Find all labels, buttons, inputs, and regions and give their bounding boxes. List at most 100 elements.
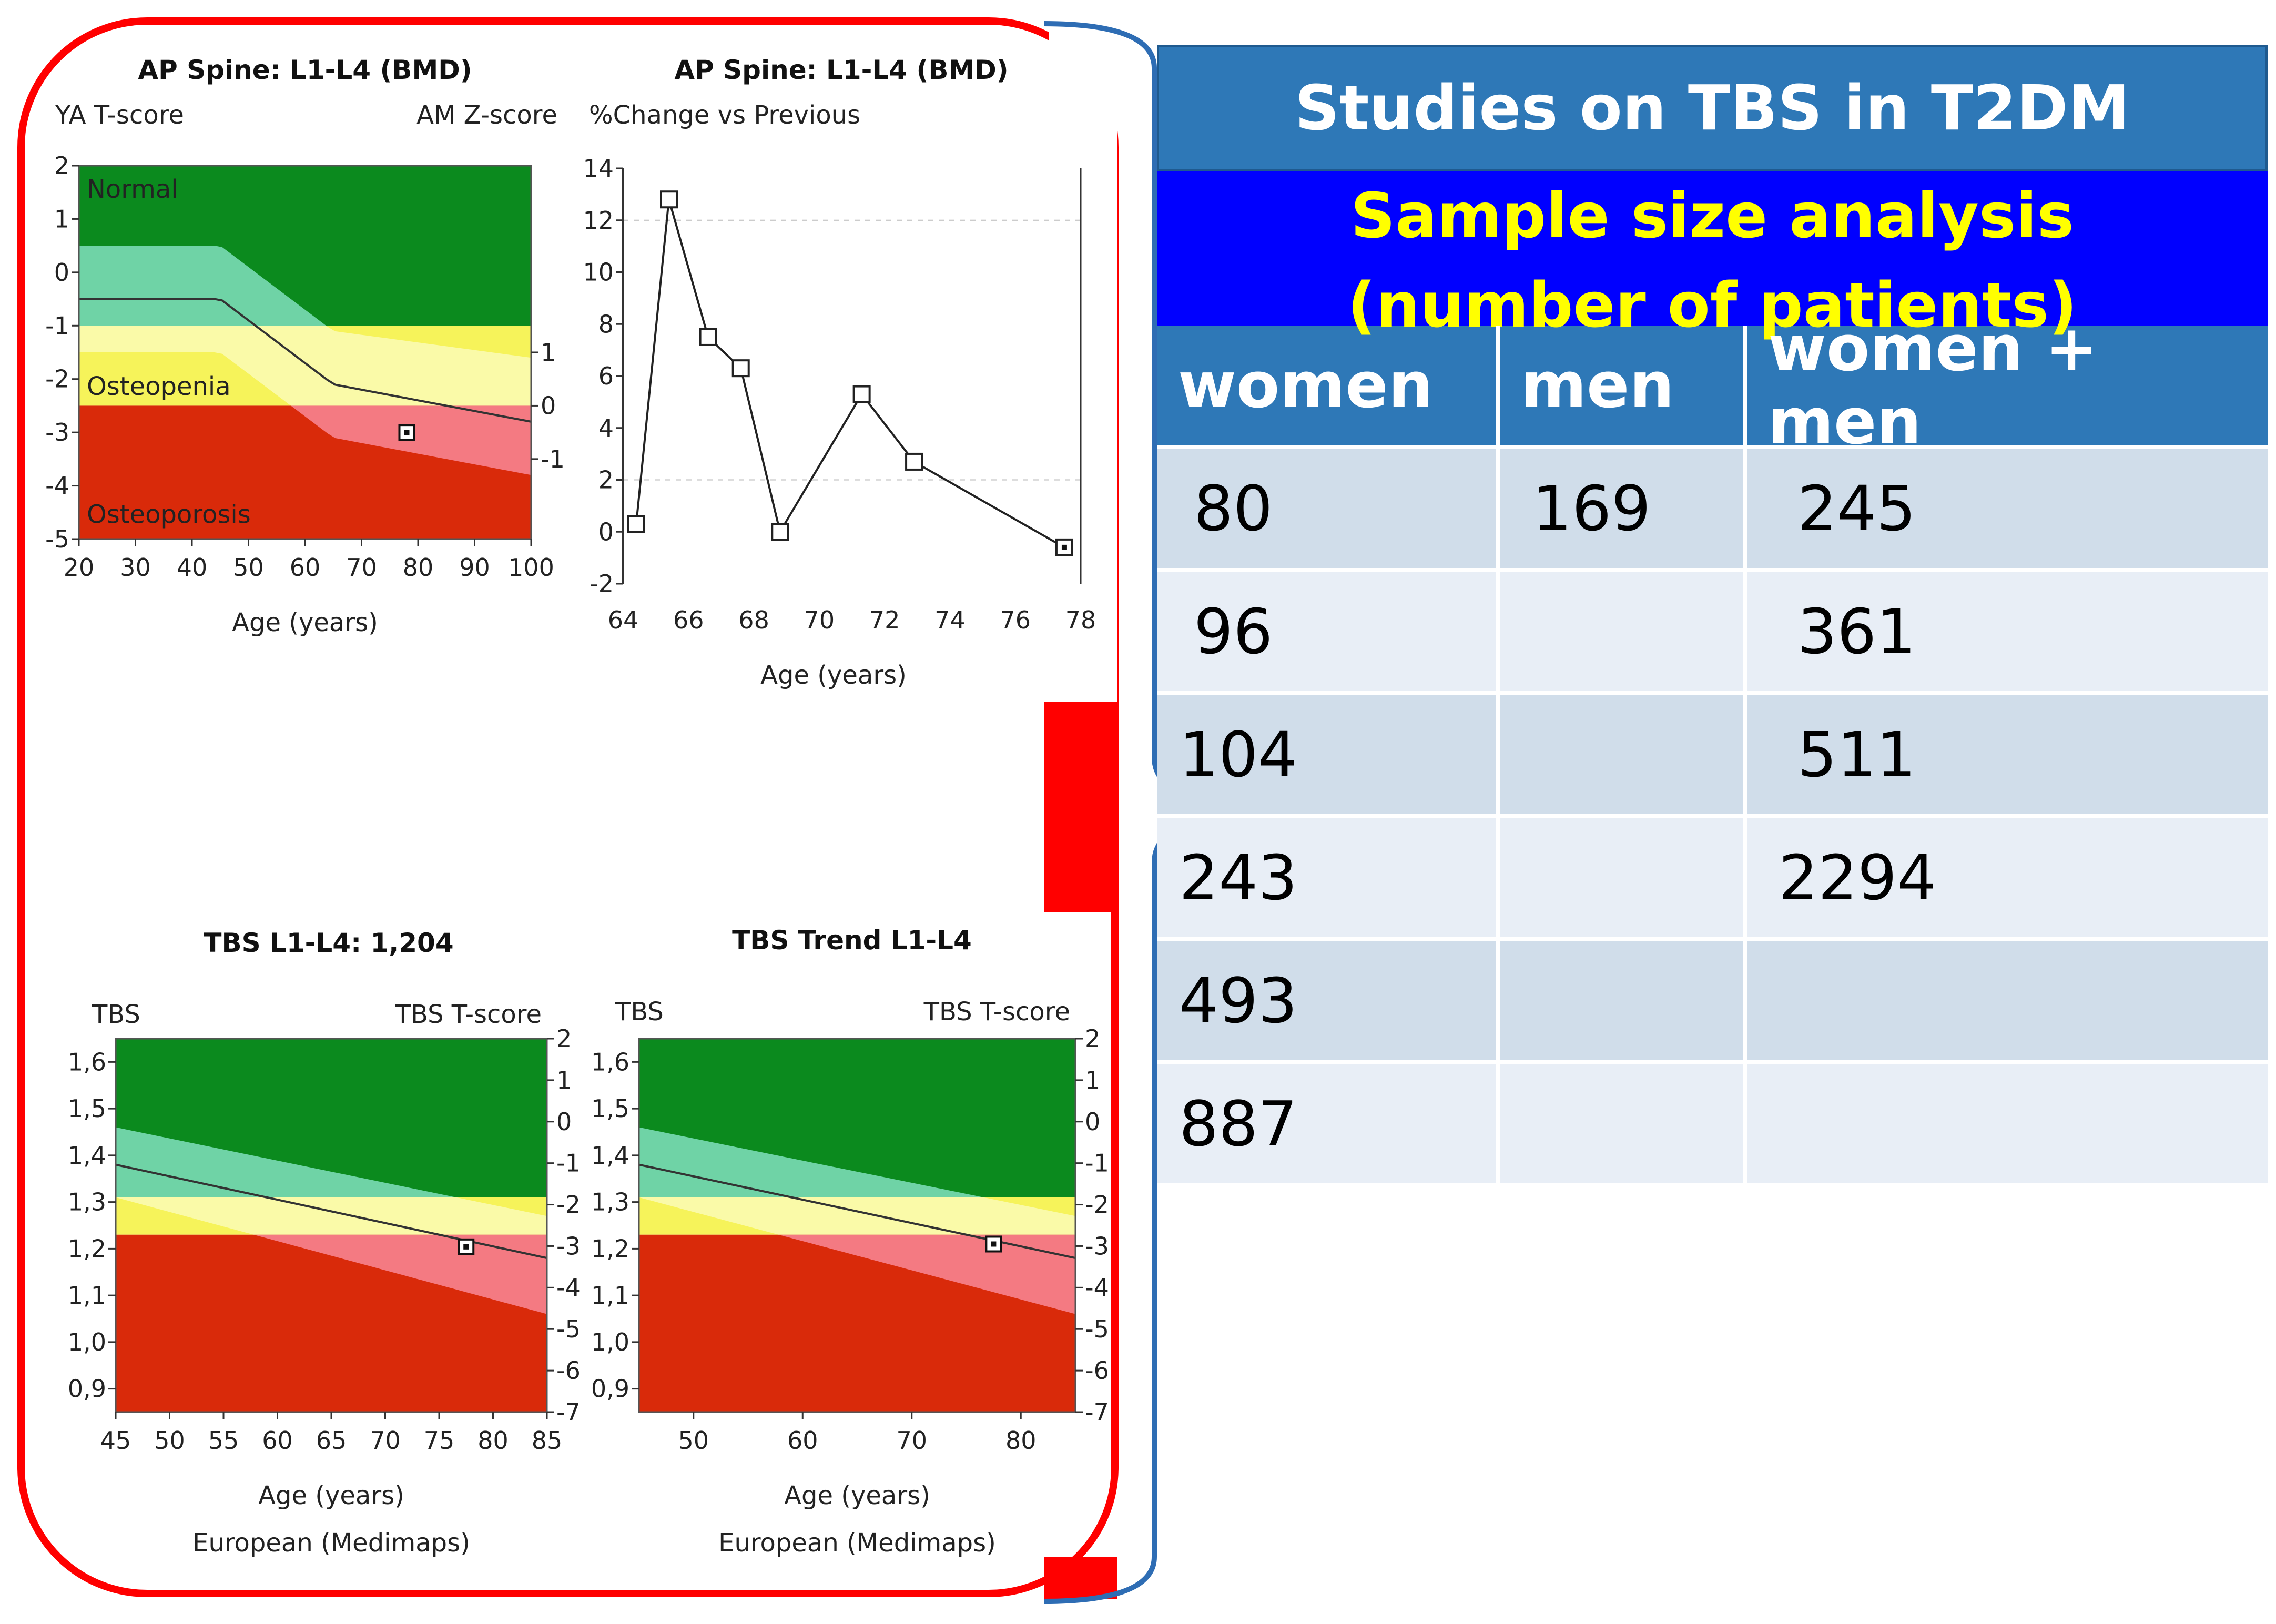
y2-tick-label: -6 [556, 1356, 581, 1385]
chart-title: TBS Trend L1-L4 [732, 925, 972, 956]
y2-tick-label: 0 [541, 391, 556, 420]
y2-tick-label: -1 [556, 1149, 581, 1178]
x-tick-label: 100 [508, 553, 554, 582]
patient-marker [398, 424, 415, 441]
x-axis-label: Age (years) [258, 1481, 404, 1510]
data-point-dot [1061, 544, 1067, 550]
cell-men [1500, 572, 1747, 691]
cell-men [1500, 818, 1747, 937]
y-tick-label: 1,0 [591, 1328, 629, 1356]
studies-table: Studies on TBS in T2DM Sample size analy… [1157, 45, 2268, 1183]
y2-tick-label: 1 [556, 1066, 572, 1094]
table-row: 96 361 [1157, 568, 2268, 691]
cell-women: 96 [1157, 572, 1500, 691]
x-tick-label: 80 [477, 1426, 509, 1455]
x-tick-label: 40 [177, 553, 208, 582]
cell-women-men [1747, 941, 2268, 1060]
chart-title: AP Spine: L1-L4 (BMD) [138, 55, 472, 85]
subtitle-line1: Sample size analysis [1350, 179, 2074, 252]
series-line [635, 199, 1065, 549]
data-point [660, 190, 678, 209]
y2-tick-label: 2 [1085, 1024, 1100, 1053]
y-tick-label: 1,1 [591, 1281, 629, 1310]
x-axis-label: Age (years) [232, 608, 378, 637]
y-tick-label: 6 [598, 362, 614, 390]
data-point [771, 523, 789, 541]
y2-tick-label: -5 [1085, 1315, 1109, 1343]
table-title: Studies on TBS in T2DM [1157, 45, 2268, 171]
x-tick-label: 70 [896, 1426, 927, 1455]
cell-women: 493 [1157, 941, 1500, 1060]
y-tick-label: 0,9 [68, 1375, 106, 1403]
x-tick-label: 78 [1065, 606, 1096, 634]
table-row: 887 [1157, 1060, 2268, 1183]
table-row: 493 [1157, 937, 2268, 1060]
patient-marker-dot [991, 1241, 997, 1247]
x-tick-label: 75 [424, 1426, 455, 1455]
x-tick-label: 64 [608, 606, 639, 634]
x-tick-label: 68 [738, 606, 769, 634]
y-tick-label: 1,3 [68, 1188, 106, 1216]
y-tick-label: 12 [583, 206, 614, 235]
data-point [852, 385, 871, 403]
subtitle-line2: (number of patients) [1347, 269, 2077, 341]
bracket-top [1049, 29, 1117, 705]
reference-mean-line [79, 298, 532, 423]
x-tick-label: 45 [100, 1426, 131, 1455]
y-axis-label: %Change vs Previous [589, 100, 860, 130]
y-tick-label: -5 [45, 525, 69, 553]
y-axis-label: TBS [615, 997, 664, 1027]
patient-marker [458, 1238, 475, 1255]
x-tick-label: 60 [262, 1426, 293, 1455]
y2-tick-label: 0 [1085, 1108, 1100, 1136]
x-tick-label: 85 [532, 1426, 563, 1455]
x-tick-label: 80 [1005, 1426, 1037, 1455]
y-tick-label: 1,5 [68, 1094, 106, 1123]
y-tick-label: -1 [45, 311, 69, 340]
x-tick-label: 60 [787, 1426, 818, 1455]
chart-title: TBS L1-L4: 1,204 [204, 928, 453, 958]
cell-women-men: 2294 [1779, 841, 1937, 914]
x-tick-label: 20 [64, 553, 95, 582]
data-point [699, 328, 717, 346]
y-tick-label: 0,9 [591, 1375, 629, 1403]
data-point [905, 452, 923, 471]
cell-women-men: 511 [1797, 718, 1916, 791]
y-tick-label: 1,5 [591, 1094, 629, 1123]
bracket-red-bar [1044, 702, 1117, 912]
x-tick-label: 90 [459, 553, 490, 582]
patient-marker-dot [404, 430, 410, 435]
table-row: 104 511 [1157, 691, 2268, 814]
table-row: 243 2294 [1157, 814, 2268, 937]
y-tick-label: -2 [45, 365, 69, 393]
x-tick-label: 55 [208, 1426, 239, 1455]
cell-men [1500, 1064, 1747, 1183]
y-tick-label: 1,6 [68, 1048, 106, 1076]
x-tick-label: 80 [403, 553, 434, 582]
header-men: men [1500, 326, 1747, 445]
y-tick-label: 1,2 [591, 1234, 629, 1263]
y-tick-label: 1,4 [68, 1141, 106, 1170]
y-axis-label: TBS [92, 1000, 140, 1029]
footnote: European (Medimaps) [192, 1528, 470, 1558]
y-tick-label: -3 [45, 418, 69, 446]
y-tick-label: 2 [54, 151, 69, 180]
y2-tick-label: -3 [556, 1232, 581, 1260]
y-tick-label: 1,2 [68, 1234, 106, 1263]
x-tick-label: 65 [316, 1426, 347, 1455]
y-tick-label: 2 [598, 466, 614, 494]
cell-women: 887 [1157, 1064, 1500, 1183]
plot-frame [638, 1038, 1076, 1413]
table-row: 80 169 245 [1157, 445, 2268, 568]
y-tick-label: 0 [54, 258, 69, 287]
y-tick-label: 1 [54, 205, 69, 233]
y2-tick-label: -1 [1085, 1149, 1109, 1178]
x-tick-label: 70 [804, 606, 835, 634]
x-axis-label: Age (years) [784, 1481, 930, 1510]
y2-tick-label: -7 [1085, 1398, 1109, 1426]
y2-tick-label: -2 [1085, 1191, 1109, 1219]
x-axis-label: Age (years) [760, 661, 907, 690]
tbs-trend-chart: 1,6 1,5 1,4 1,3 1,2 1,1 1,0 0,9 2 1 0 -1 -2 -3 -4 -5 -6 -… [591, 925, 1109, 1558]
